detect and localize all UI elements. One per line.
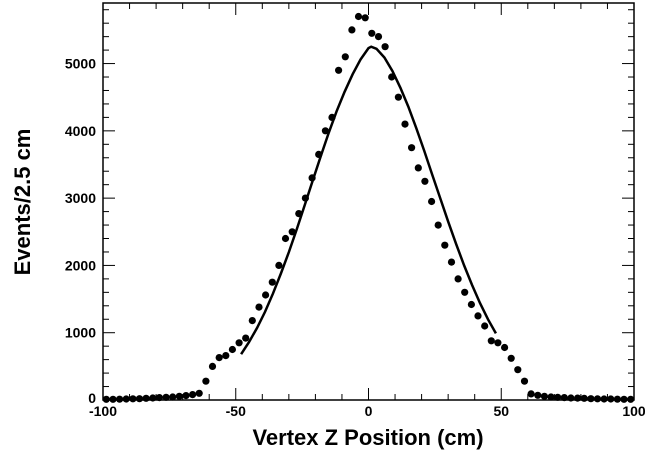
data-point <box>394 93 402 101</box>
data-point <box>248 317 256 325</box>
x-tick-label: 50 <box>493 403 509 419</box>
data-point <box>301 194 309 202</box>
data-point <box>169 393 177 401</box>
data-point <box>461 288 469 296</box>
y-tick-label: 2000 <box>65 257 96 273</box>
data-point <box>514 366 522 374</box>
data-point <box>361 14 369 22</box>
data-point <box>447 258 456 266</box>
data-point <box>527 390 535 398</box>
x-tick-label: 0 <box>365 403 373 419</box>
data-point <box>593 395 602 403</box>
data-point <box>321 127 329 135</box>
data-point <box>116 395 124 403</box>
data-point <box>547 393 555 401</box>
data-point <box>408 144 416 152</box>
data-point <box>487 337 495 345</box>
data-point <box>620 395 628 403</box>
data-point <box>295 210 303 218</box>
data-point <box>288 228 296 236</box>
data-point <box>281 234 290 243</box>
data-point <box>235 339 243 347</box>
data-point <box>481 322 489 330</box>
data-point <box>580 394 588 402</box>
data-point <box>421 177 429 185</box>
data-point <box>182 392 190 400</box>
data-point <box>228 345 236 354</box>
axis-ticks <box>102 3 635 401</box>
data-point <box>268 278 276 286</box>
data-point <box>222 352 230 360</box>
data-point <box>414 164 422 172</box>
data-point <box>102 395 110 403</box>
data-point <box>388 73 396 81</box>
data-point <box>627 395 635 403</box>
data-point <box>255 303 263 311</box>
data-point <box>162 393 170 401</box>
x-tick-label: -100 <box>89 403 117 419</box>
data-point <box>189 391 197 399</box>
data-point <box>208 362 217 370</box>
data-point <box>613 395 622 403</box>
y-axis-title: Events/2.5 cm <box>10 129 35 276</box>
data-point <box>142 394 150 402</box>
data-point <box>501 343 509 352</box>
data-point <box>348 26 356 34</box>
data-point <box>567 394 575 402</box>
data-point <box>494 339 502 347</box>
data-point <box>507 354 515 362</box>
data-point <box>474 312 482 320</box>
fit-curve <box>240 45 497 355</box>
data-point <box>428 197 436 206</box>
data-point <box>335 66 343 74</box>
data-point <box>560 394 568 402</box>
data-point <box>354 12 363 21</box>
data-points <box>102 12 635 403</box>
data-point <box>135 395 144 403</box>
data-point <box>122 395 130 403</box>
data-point <box>374 33 383 41</box>
data-point <box>607 395 615 403</box>
data-point <box>175 392 183 400</box>
data-point <box>315 150 323 158</box>
data-point <box>454 275 462 283</box>
data-point <box>202 377 210 385</box>
data-point <box>328 113 336 121</box>
y-tick-label: 1000 <box>65 325 96 341</box>
x-axis-title: Vertex Z Position (cm) <box>252 425 483 450</box>
data-point <box>129 395 137 403</box>
data-point <box>195 389 203 397</box>
data-point <box>467 300 475 309</box>
y-tick-label: 4000 <box>65 123 96 139</box>
data-point <box>262 291 270 299</box>
data-point <box>149 394 157 402</box>
data-point <box>574 394 582 402</box>
data-point <box>600 395 608 403</box>
data-point <box>434 221 442 229</box>
data-point <box>381 43 389 51</box>
data-point <box>242 334 250 342</box>
plot-frame <box>102 2 635 401</box>
data-point <box>155 394 163 402</box>
data-point <box>534 391 542 399</box>
data-point <box>401 120 409 128</box>
data-point <box>540 392 549 400</box>
data-point <box>109 395 117 403</box>
y-tick-label: 5000 <box>65 56 96 72</box>
data-point <box>554 393 562 401</box>
x-tick-label: 100 <box>622 403 645 419</box>
y-tick-label: 3000 <box>65 190 96 206</box>
data-point <box>275 261 283 269</box>
data-point <box>215 354 223 362</box>
data-point <box>368 29 376 37</box>
y-tick-label: 0 <box>88 390 96 406</box>
data-point <box>441 241 449 249</box>
data-point <box>341 53 349 61</box>
data-point <box>587 395 595 403</box>
data-point <box>520 377 529 385</box>
data-point <box>308 174 316 182</box>
x-tick-label: -50 <box>226 403 246 419</box>
